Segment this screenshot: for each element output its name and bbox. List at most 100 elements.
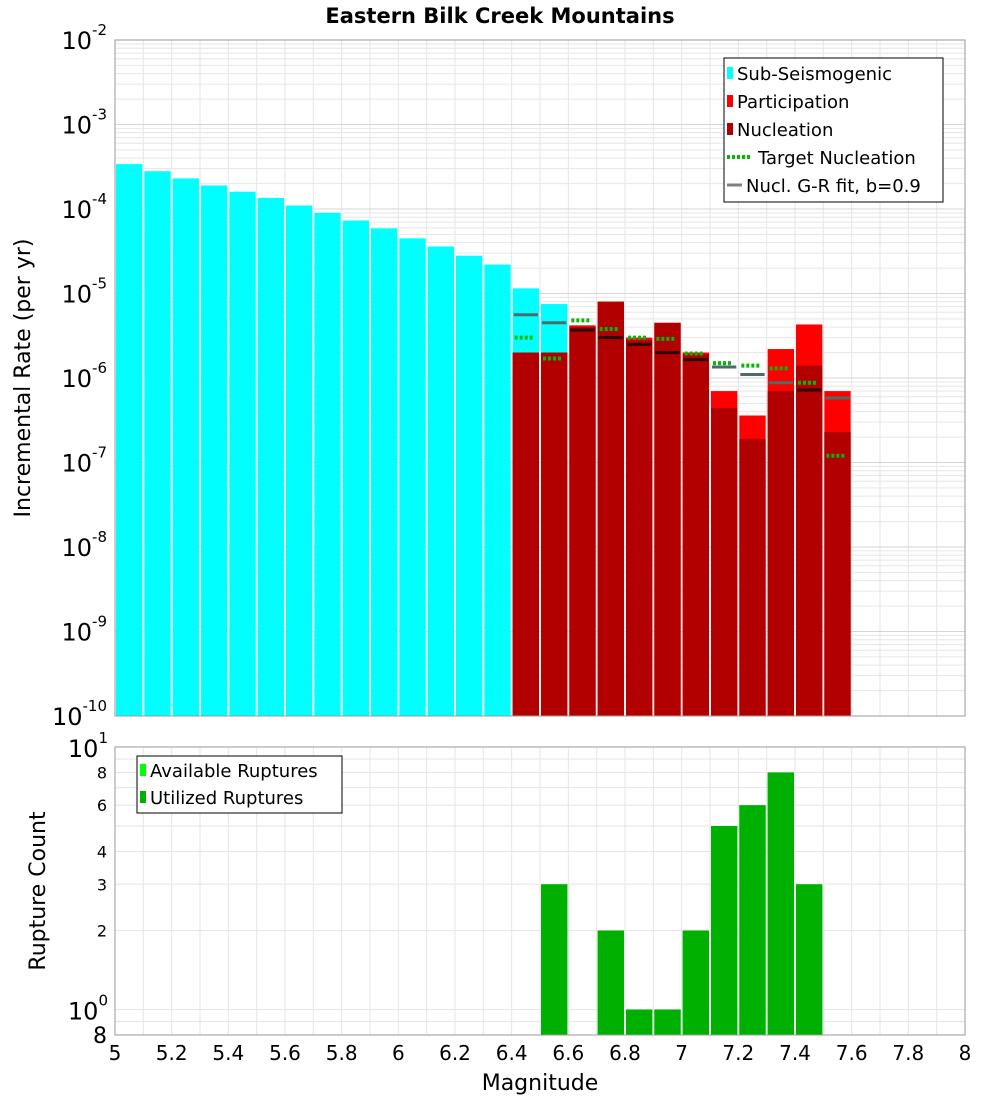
count-y-tick-label: 8 bbox=[93, 1024, 107, 1049]
tick-exponent: -8 bbox=[92, 528, 107, 546]
legend-label-utilized: Utilized Ruptures bbox=[150, 788, 303, 809]
legend-label-participation: Participation bbox=[737, 92, 849, 113]
count-plot-frame bbox=[114, 746, 966, 1036]
count-legend-box bbox=[136, 755, 343, 814]
tick-exponent: -6 bbox=[92, 359, 107, 377]
nucleation-bar bbox=[711, 408, 738, 716]
count-y-tick-label: 3 bbox=[97, 875, 107, 894]
nucleation-bar bbox=[682, 354, 709, 716]
rate-y-tick-label: 10-7 bbox=[61, 444, 107, 478]
legend-swatch-utilized bbox=[140, 791, 146, 803]
sub-seismogenic-bar bbox=[371, 228, 398, 716]
legend-label-sub-seismogenic: Sub-Seismogenic bbox=[737, 64, 892, 85]
sub-seismogenic-bar bbox=[229, 191, 256, 717]
count-y-tick-label: 4 bbox=[97, 842, 107, 861]
x-tick-label: 5.8 bbox=[326, 1041, 358, 1065]
utilized-ruptures-bar bbox=[626, 1009, 653, 1035]
rate-y-tick-label: 10-6 bbox=[61, 359, 107, 393]
sub-seismogenic-bar bbox=[399, 238, 426, 717]
sub-seismogenic-bar bbox=[427, 246, 454, 716]
rate-y-axis-label: Incremental Rate (per yr) bbox=[11, 239, 36, 518]
rate-line-markers bbox=[513, 313, 850, 458]
count-y-tick-label: 6 bbox=[97, 796, 107, 815]
nucleation-bar bbox=[597, 301, 624, 716]
x-tick-label: 7.8 bbox=[892, 1041, 924, 1065]
nucleation-bar bbox=[739, 438, 766, 716]
sub-seismogenic-bar bbox=[314, 212, 341, 716]
rate-plot-frame bbox=[114, 39, 966, 717]
x-tick-label: 6.6 bbox=[552, 1041, 584, 1065]
nucleation-bar bbox=[796, 365, 823, 716]
rate-y-tick-label: 10-10 bbox=[52, 697, 107, 731]
count-legend: Available Ruptures Utilized Ruptures bbox=[136, 755, 343, 814]
x-tick-label: 6.2 bbox=[439, 1041, 471, 1065]
rate-y-tick-label: 10-9 bbox=[61, 613, 107, 647]
rate-y-tick-label: 10-8 bbox=[61, 528, 107, 562]
tick-base: 10 bbox=[61, 112, 92, 140]
count-y-tick-label: 100 bbox=[68, 992, 108, 1026]
chart-title: Eastern Bilk Creek Mountains bbox=[325, 4, 674, 28]
tick-base: 10 bbox=[61, 27, 92, 55]
rate-legend-box bbox=[723, 57, 944, 203]
sub-seismogenic-bar bbox=[257, 197, 284, 716]
nucleation-bar bbox=[512, 352, 539, 716]
rate-y-tick-label: 10-3 bbox=[61, 106, 107, 140]
legend-swatch-available bbox=[140, 764, 146, 776]
nucleation-bar bbox=[654, 322, 681, 716]
x-tick-label: 7.6 bbox=[836, 1041, 868, 1065]
count-x-tick-labels: 5 5.2 5.4 5.6 5.8 6 6.2 6.4 6.6 6.8 7 7.2 7.4 7.6 7.8 8 bbox=[109, 1041, 972, 1065]
utilized-ruptures-bar bbox=[654, 1009, 681, 1035]
x-axis-label: Magnitude bbox=[482, 1071, 599, 1096]
tick-base: 10 bbox=[68, 998, 99, 1026]
tick-base: 10 bbox=[61, 281, 92, 309]
utilized-ruptures-bar bbox=[597, 930, 624, 1035]
nucleation-bar bbox=[824, 431, 851, 716]
legend-swatch-sub-seismogenic bbox=[727, 67, 733, 79]
legend-label-target-nucleation: Target Nucleation bbox=[757, 148, 916, 169]
count-bars bbox=[541, 772, 823, 1035]
x-tick-label: 8 bbox=[959, 1041, 972, 1065]
tick-exponent: -4 bbox=[92, 190, 107, 208]
rate-y-tick-label: 10-4 bbox=[61, 190, 107, 224]
tick-base: 10 bbox=[61, 450, 92, 478]
nucleation-bar bbox=[569, 327, 596, 716]
sub-seismogenic-bar bbox=[342, 220, 369, 716]
x-tick-label: 7.2 bbox=[722, 1041, 754, 1065]
tick-exponent: -9 bbox=[92, 613, 107, 631]
utilized-ruptures-bar bbox=[739, 805, 766, 1035]
count-y-tick-label: 2 bbox=[97, 922, 107, 941]
rate-y-tick-label: 10-5 bbox=[61, 275, 107, 309]
sub-seismogenic-bar bbox=[144, 171, 171, 716]
tick-exponent: -5 bbox=[92, 275, 107, 293]
sub-seismogenic-bar bbox=[172, 178, 199, 717]
legend-swatch-nucleation bbox=[727, 123, 733, 135]
rate-gridlines bbox=[114, 40, 966, 717]
legend-swatch-participation bbox=[727, 95, 733, 107]
x-tick-label: 7 bbox=[675, 1041, 688, 1065]
rate-y-tick-label: 10-2 bbox=[61, 21, 107, 55]
x-tick-label: 5.4 bbox=[212, 1041, 244, 1065]
sub-seismogenic-bar bbox=[116, 164, 143, 716]
sub-seismogenic-bar bbox=[456, 255, 483, 716]
rate-bars bbox=[116, 164, 851, 717]
count-y-axis-label: Rupture Count bbox=[26, 811, 51, 971]
x-tick-label: 7.4 bbox=[779, 1041, 811, 1065]
tick-exponent: 0 bbox=[98, 992, 108, 1010]
utilized-ruptures-bar bbox=[711, 826, 738, 1035]
nucleation-bar bbox=[626, 340, 653, 716]
legend-label-available: Available Ruptures bbox=[150, 761, 318, 782]
tick-exponent: -7 bbox=[92, 444, 107, 462]
x-tick-label: 5.2 bbox=[156, 1041, 188, 1065]
x-tick-label: 5.6 bbox=[269, 1041, 301, 1065]
tick-base: 10 bbox=[52, 703, 83, 731]
x-tick-label: 6 bbox=[392, 1041, 405, 1065]
tick-base: 10 bbox=[61, 196, 92, 224]
legend-label-gr-fit: Nucl. G-R fit, b=0.9 bbox=[746, 176, 921, 197]
tick-exponent: -2 bbox=[92, 21, 107, 39]
x-tick-label: 6.4 bbox=[496, 1041, 528, 1065]
